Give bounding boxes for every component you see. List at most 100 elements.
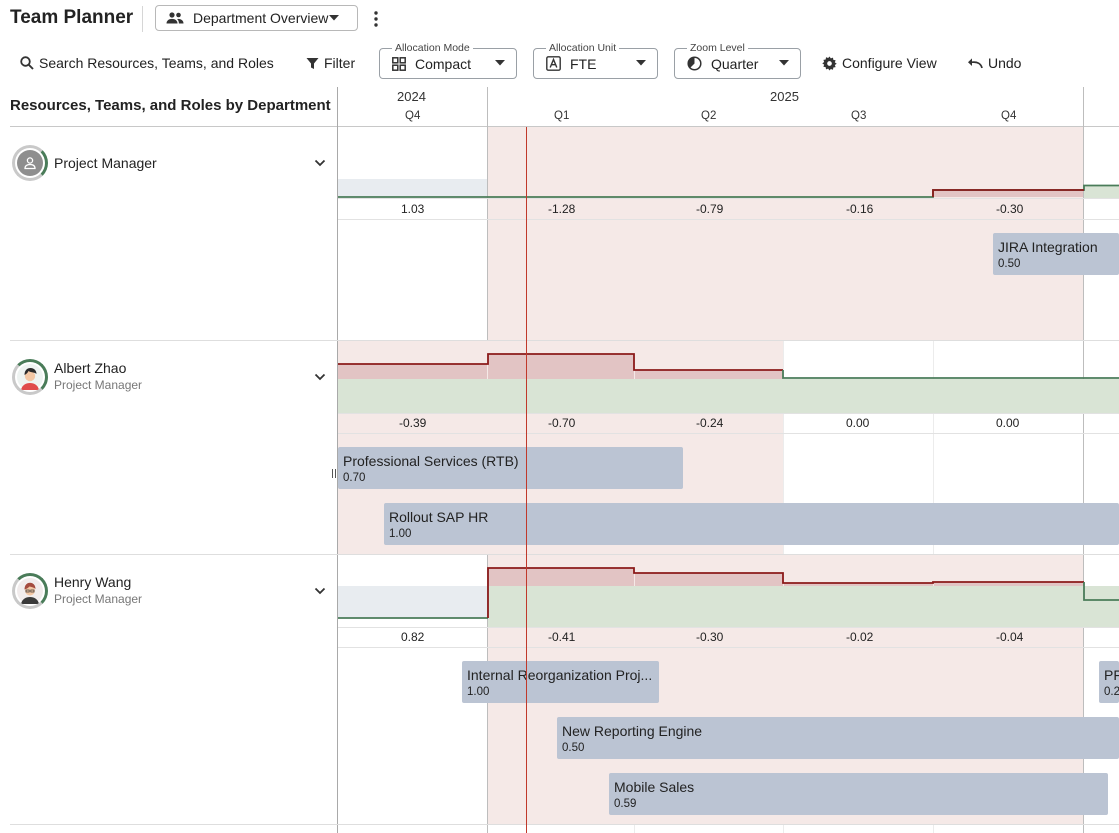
assignment-fte: 0.70 [343,472,366,484]
assignment-bar[interactable]: PF 0.2 [1099,661,1119,703]
row-divider [10,340,1119,341]
capacity-fill [488,586,1119,627]
chevron-down-icon [329,15,339,21]
capacity-value: 1.03 [401,202,425,216]
assignment-bar[interactable]: Internal Reorganization Proj... 1.00 [462,661,659,703]
capacity-value: -0.41 [548,630,576,644]
assignment-name: Mobile Sales [614,779,695,795]
capacity-value: -0.30 [696,630,724,644]
panel-divider [337,87,338,833]
chevron-down-icon [495,60,505,66]
capacity-value: 0.00 [846,416,870,430]
chevron-down-icon [779,60,789,66]
left-panel-title: Resources, Teams, and Roles by Departmen… [10,97,331,114]
resource-role: Project Manager [54,378,143,392]
placeholder-person-icon [24,157,36,170]
left-header-divider [10,126,337,127]
configure-view-button[interactable]: Configure View [822,53,937,73]
search-button[interactable]: Search Resources, Teams, and Roles [20,53,274,73]
overallocation-fill [934,582,1083,586]
search-label: Search Resources, Teams, and Roles [39,55,274,71]
capacity-value: -0.30 [996,202,1024,216]
allocation-mode-value: Compact [415,55,472,72]
clock-icon [687,56,702,71]
capacity-fill [338,379,1119,413]
expand-chevron-icon[interactable] [314,159,326,167]
assignment-fte: 0.2 [1104,686,1119,698]
allocation-mode-label: Allocation Mode [392,41,473,55]
assignment-name: New Reporting Engine [562,723,703,739]
assignment-bar[interactable]: Mobile Sales 0.59 [609,773,1108,815]
gear-icon [822,55,837,71]
year-boundary-line [1083,87,1084,833]
allocation-line-chart [338,567,1119,619]
assignment-fte: 0.50 [562,742,585,754]
capacity-value: -0.16 [846,202,874,216]
resource-name: Henry Wang [54,574,132,590]
configure-view-label: Configure View [842,55,937,71]
quarter-grid-line [933,127,934,833]
grid-icon [392,56,406,71]
year-label: 2024 [397,89,426,104]
overallocation-fill [933,190,1083,197]
quarter-label: Q2 [701,110,717,122]
expand-chevron-icon[interactable] [314,373,326,381]
resize-handle[interactable] [332,469,336,478]
capacity-value: -1.28 [548,202,576,216]
allocation-line-chart [338,184,1119,198]
view-selector-label: Department Overview [193,10,329,26]
quarter-label: Q4 [1001,110,1017,122]
capacity-value: -0.04 [996,630,1024,644]
capacity-fill [338,179,487,197]
overallocation-fill [784,583,933,586]
avatar [12,145,48,181]
today-marker-line [526,127,527,833]
more-options-icon[interactable] [370,9,382,29]
search-icon [20,56,34,70]
capacity-value: 0.82 [401,630,425,644]
avatar [12,573,48,609]
assignment-bar[interactable]: Professional Services (RTB) 0.70 [338,447,683,489]
view-selector[interactable]: Department Overview [155,5,358,31]
overallocation-fill [488,568,634,586]
resource-role: Project Manager [54,592,143,606]
zoom-level-value: Quarter [711,55,759,72]
quarter-label: Q4 [405,110,421,122]
expand-chevron-icon[interactable] [314,587,326,595]
capacity-value: 0.00 [996,416,1020,430]
assignment-bar[interactable]: JIRA Integration 0.50 [993,233,1119,275]
filter-button[interactable]: Filter [306,53,355,73]
allocation-mode-dropdown[interactable]: Allocation Mode Compact [379,41,517,79]
assignment-name: PF [1104,667,1119,683]
filter-label: Filter [324,55,356,71]
allocation-unit-value: FTE [570,55,597,72]
capacity-value: -0.70 [548,416,576,430]
zoom-level-label: Zoom Level [687,41,748,55]
capacity-value: -0.24 [696,416,724,430]
undo-button[interactable]: Undo [967,53,1021,73]
filter-icon [306,57,319,69]
allocation-unit-dropdown[interactable]: Allocation Unit FTE [533,41,658,79]
quarter-label: Q1 [554,110,570,122]
title-divider [142,6,143,32]
allocation-line-chart [338,353,1119,379]
assignment-bar[interactable]: New Reporting Engine 0.50 [557,717,1119,759]
capacity-value: -0.79 [696,202,724,216]
chevron-down-icon [636,60,646,66]
undo-icon [968,58,983,69]
row-divider [10,824,1119,825]
app-title: Team Planner [10,7,134,28]
overallocation-fill [635,370,783,379]
assignment-name: Internal Reorganization Proj... [467,667,653,683]
quarter-label: Q3 [851,110,867,122]
assignment-bar[interactable]: Rollout SAP HR 1.00 [384,503,1119,545]
overallocation-fill [635,573,783,586]
zoom-level-dropdown[interactable]: Zoom Level Quarter [674,41,801,79]
unit-a-icon [546,56,561,71]
year-label: 2025 [770,89,799,104]
overallocation-fill [338,364,487,379]
assignment-fte: 0.50 [998,258,1021,270]
assignment-fte: 1.00 [389,528,412,540]
assignment-name: Rollout SAP HR [389,509,489,525]
row-divider [10,554,1119,555]
